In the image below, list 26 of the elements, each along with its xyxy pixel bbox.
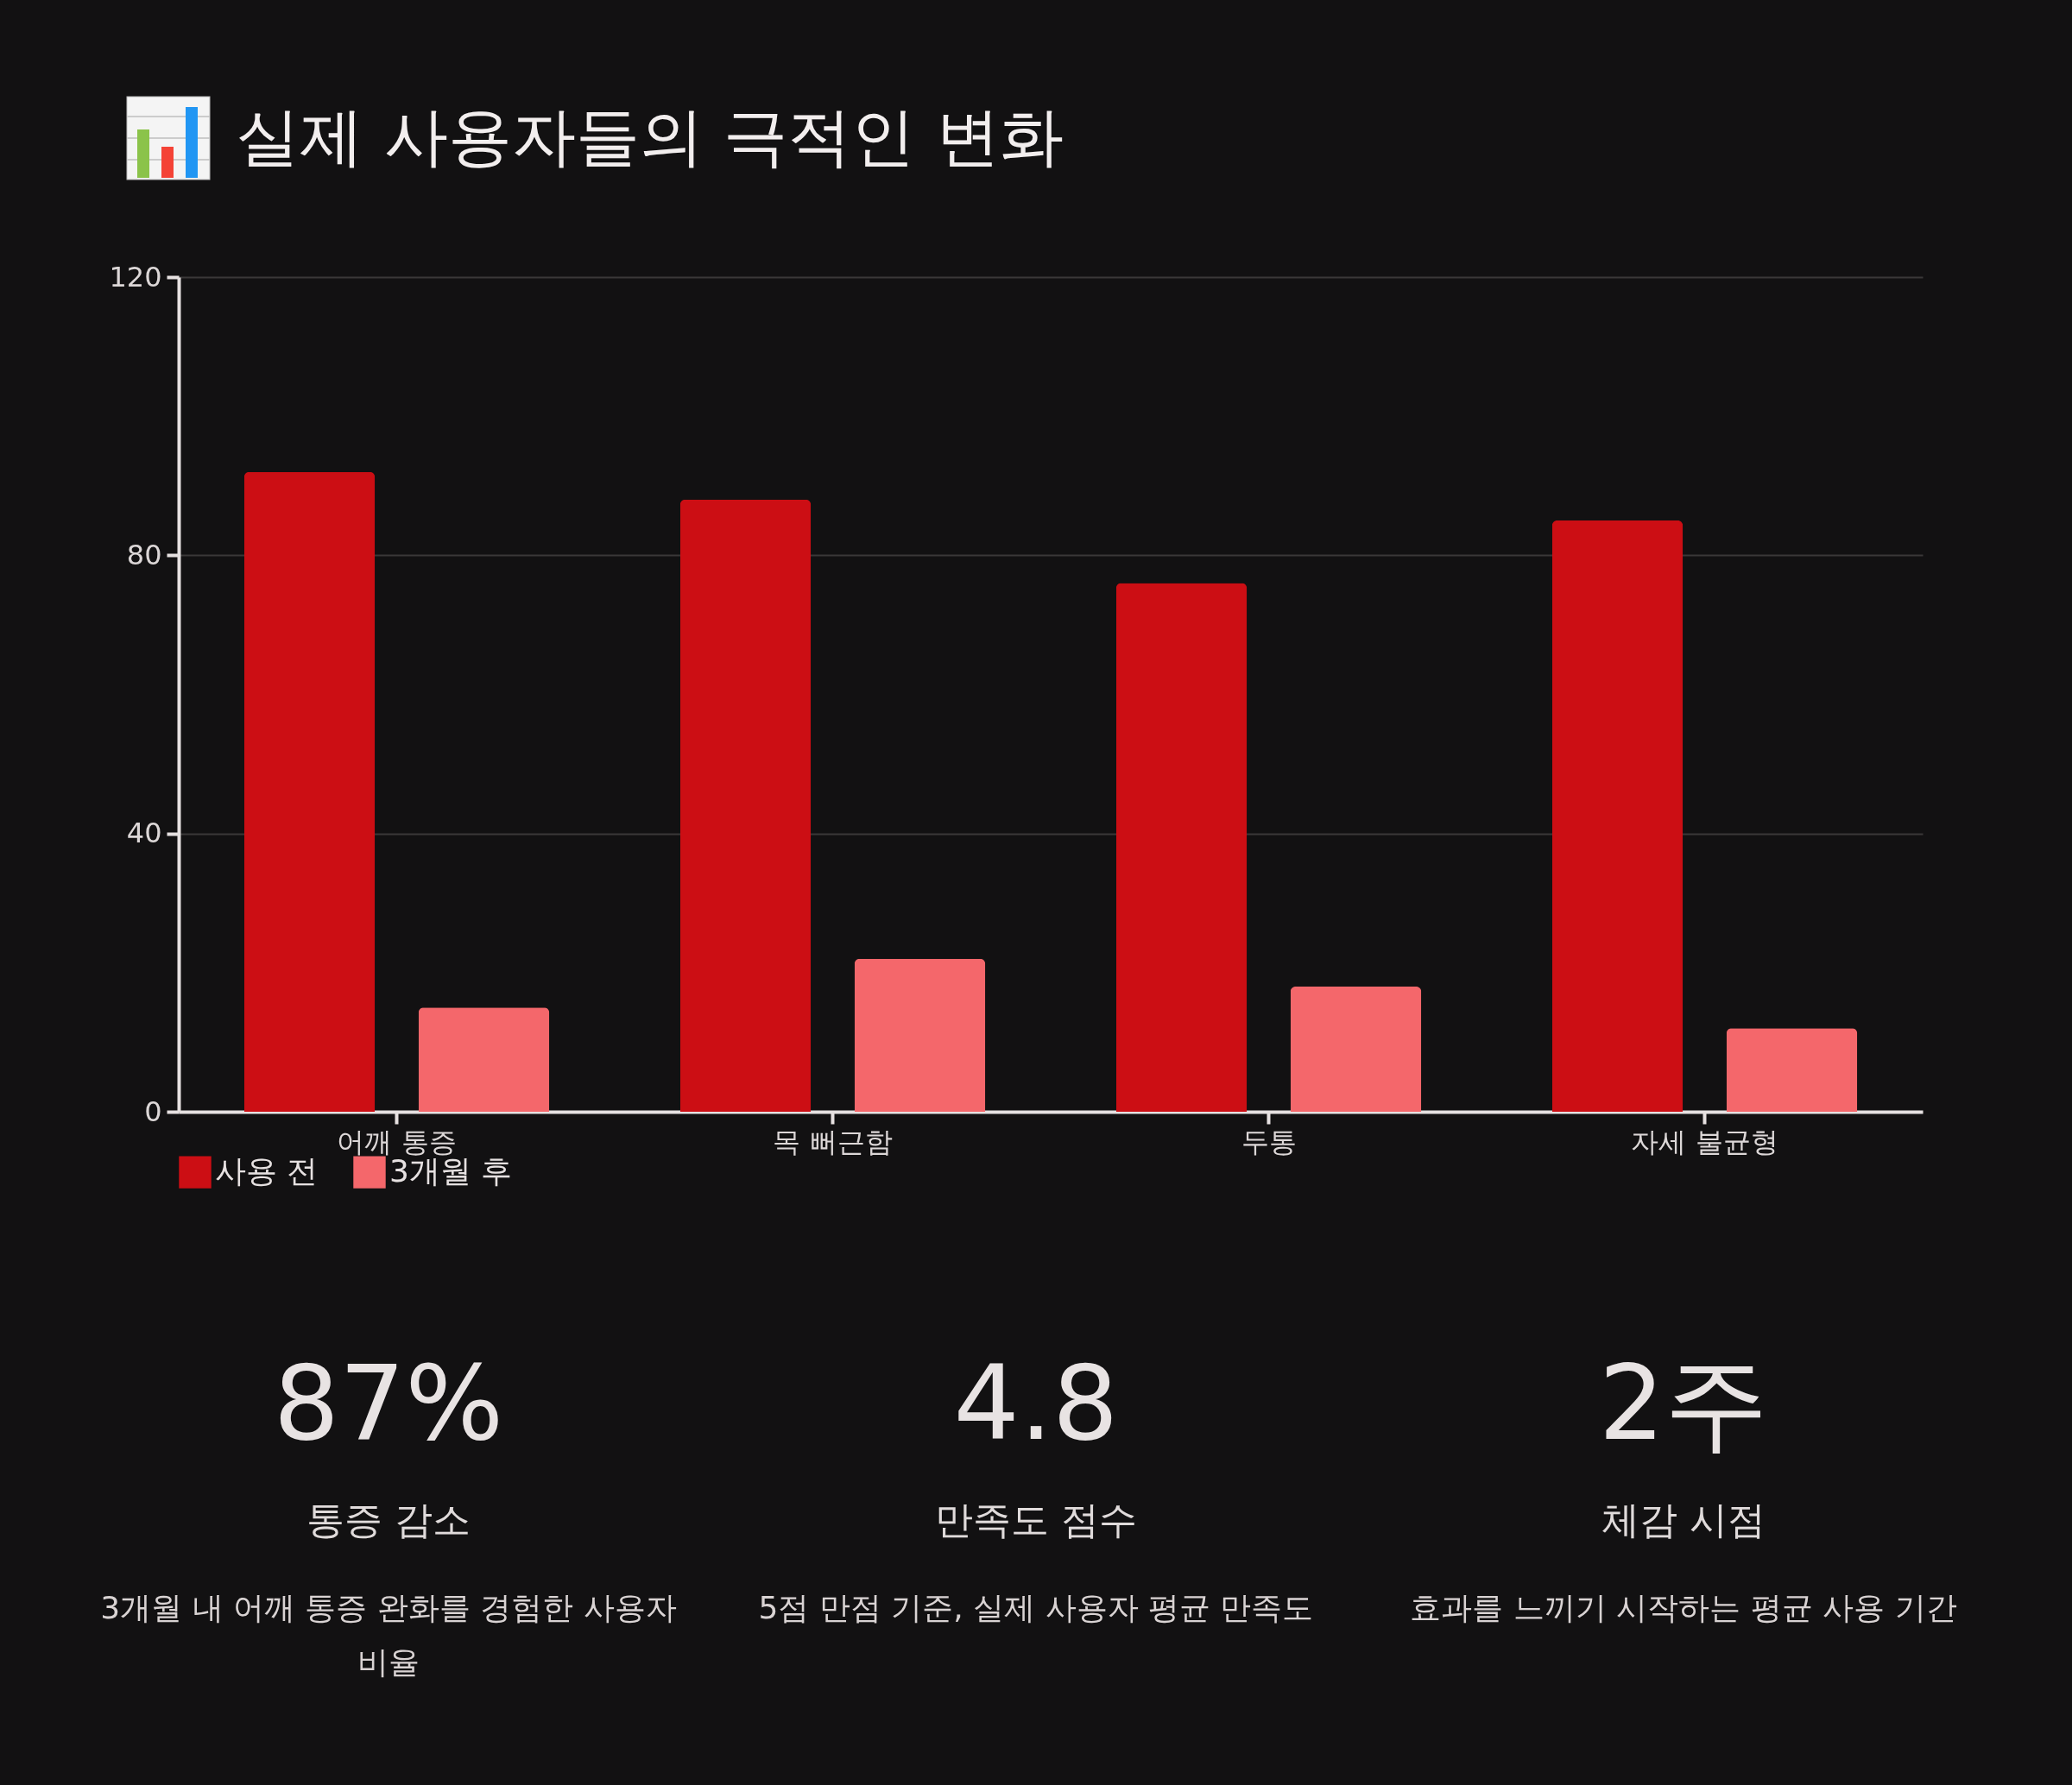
bar: [418, 1007, 550, 1112]
text: 통증 감소: [306, 1497, 471, 1543]
bar: [854, 958, 986, 1112]
y-tick-label: 0: [144, 1094, 162, 1128]
bar: [1290, 986, 1422, 1112]
bar: [1115, 583, 1248, 1112]
bar: [1551, 520, 1684, 1112]
y-tick-label: 80: [126, 538, 162, 571]
x-tick-label: 자세 불균형: [1631, 1125, 1778, 1158]
bar: [1726, 1028, 1858, 1112]
bar: [243, 471, 376, 1112]
text: 5점 만점 기준, 실제 사용자 평균 만족도: [757, 1589, 1315, 1627]
text: 효과를 느끼기 시작하는 평균 사용 기간: [1409, 1589, 1958, 1627]
text: 3개월 내 어깨 통증 완화를 경험한 사용자 비율: [99, 1589, 678, 1681]
y-tick-label: 40: [126, 817, 162, 850]
chart-title: 실제 사용자들의 극적인 변화: [236, 98, 1064, 175]
text: 만족도 점수: [934, 1497, 1138, 1543]
text: 체감 시점: [1601, 1497, 1766, 1543]
text: 4.8: [952, 1343, 1120, 1463]
text: 2주: [1597, 1343, 1770, 1463]
legend-label: 사용 전: [215, 1153, 319, 1189]
x-tick-label: 목 뻐근함: [773, 1125, 893, 1158]
y-tick-label: 120: [109, 260, 162, 293]
text: 87%: [272, 1343, 505, 1463]
bar: [679, 499, 812, 1112]
x-tick-label: 두통: [1241, 1125, 1297, 1158]
